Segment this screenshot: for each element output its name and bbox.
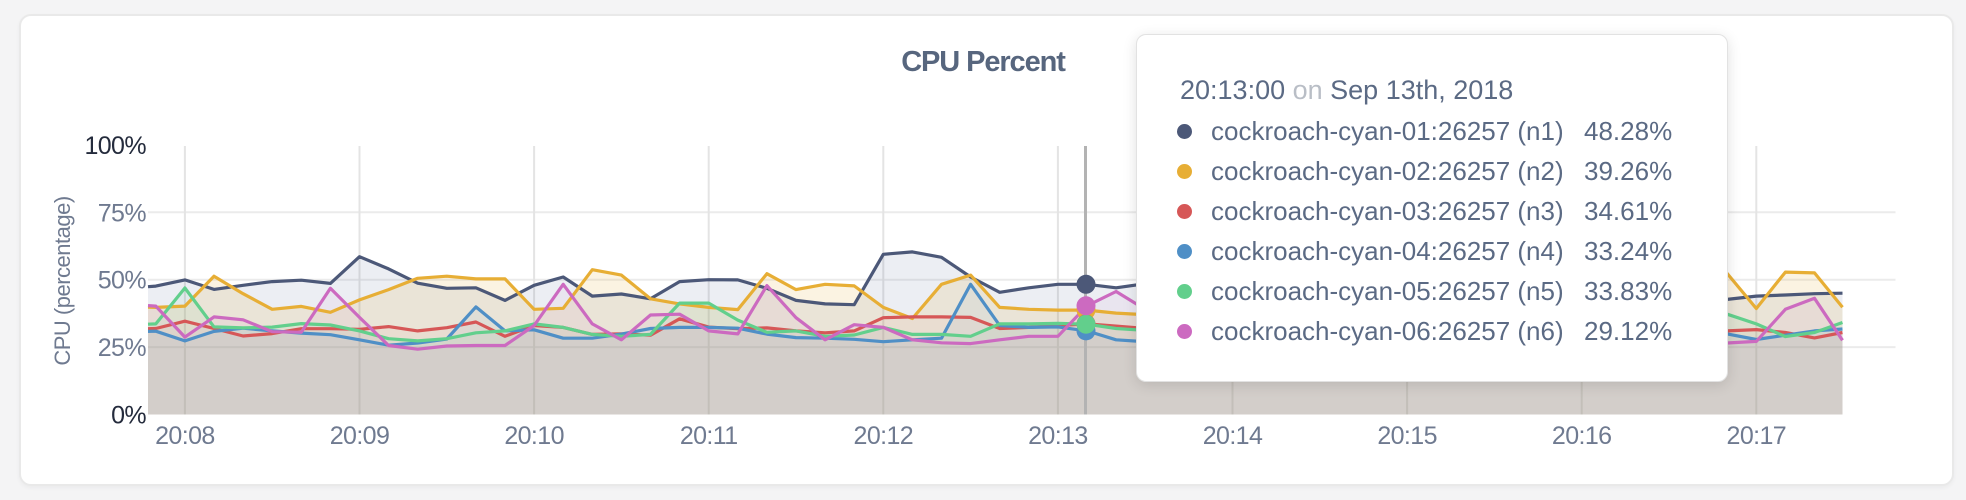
svg-text:20:15: 20:15 (1377, 422, 1437, 450)
svg-text:50%: 50% (98, 267, 147, 295)
svg-text:20:16: 20:16 (1552, 422, 1612, 450)
svg-text:20:08: 20:08 (155, 422, 215, 450)
svg-text:20:12: 20:12 (854, 422, 914, 450)
svg-text:20:09: 20:09 (330, 422, 390, 450)
svg-text:20:14: 20:14 (1203, 422, 1263, 450)
svg-text:CPU (percentage): CPU (percentage) (50, 196, 75, 365)
svg-text:100%: 100% (84, 132, 146, 160)
svg-text:0%: 0% (111, 402, 146, 430)
svg-text:25%: 25% (98, 334, 147, 362)
svg-text:75%: 75% (98, 199, 147, 227)
svg-text:20:11: 20:11 (680, 422, 738, 450)
svg-text:20:13: 20:13 (1028, 422, 1088, 450)
svg-text:20:17: 20:17 (1727, 422, 1787, 450)
svg-text:20:10: 20:10 (504, 422, 564, 450)
